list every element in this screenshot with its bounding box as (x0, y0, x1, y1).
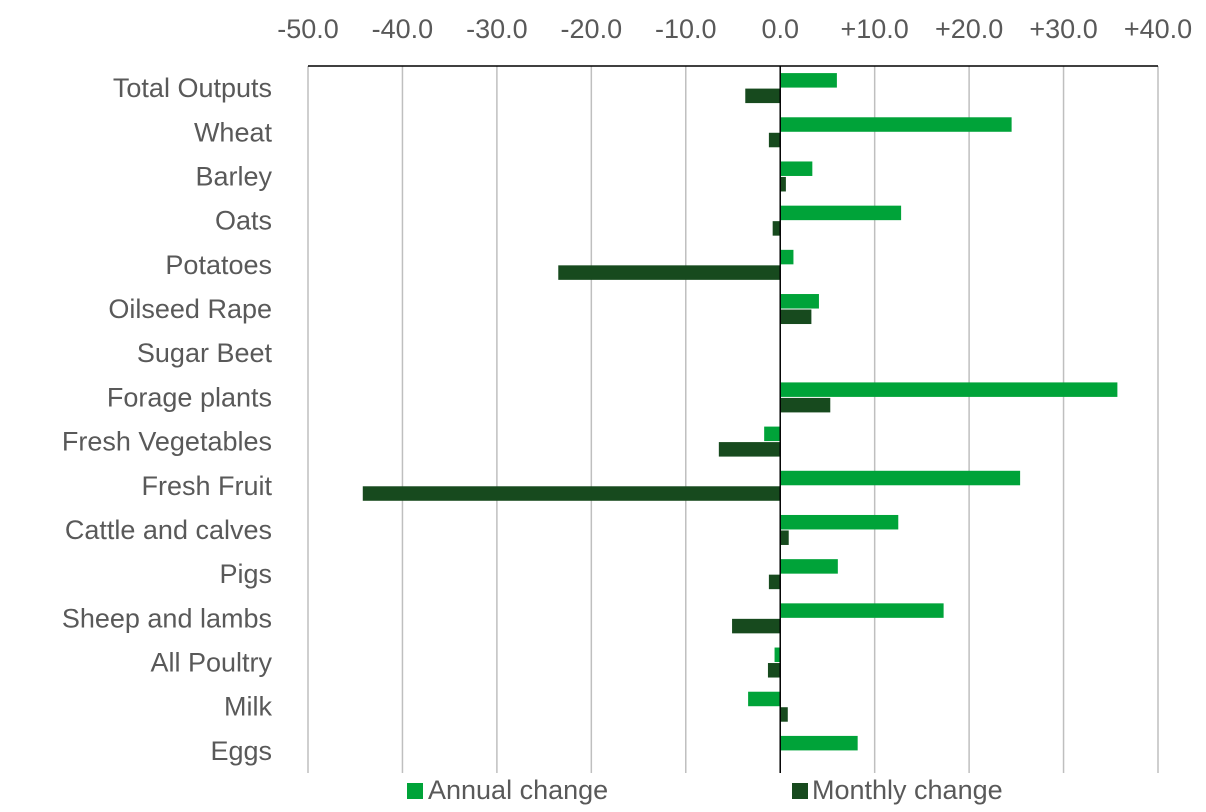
monthly-change-bar (718, 442, 781, 457)
annual-change-bar (780, 735, 858, 751)
category-label: Fresh Fruit (141, 471, 272, 501)
annual-change-bar (780, 294, 819, 309)
legend-swatch-annual (407, 783, 423, 799)
annual-change-bar (780, 205, 902, 221)
monthly-change-bar (768, 132, 781, 148)
monthly-change-bar (558, 265, 781, 280)
annual-change-bar (780, 161, 813, 176)
category-label: Sheep and lambs (62, 603, 272, 633)
monthly-change-bar (767, 663, 781, 678)
category-label: All Poultry (150, 648, 272, 678)
legend: Annual change Monthly change (407, 775, 1003, 805)
x-tick-label: -10.0 (655, 14, 717, 44)
x-tick-label: +10.0 (841, 14, 909, 44)
category-labels: Total Outputs Wheat Barley Oats Potatoes Oils… (62, 73, 273, 766)
x-tick-label: 0.0 (761, 14, 799, 44)
monthly-change-bar (768, 574, 781, 590)
monthly-change-bar (780, 309, 812, 325)
category-label: Barley (195, 161, 272, 191)
annual-change-bar (780, 249, 794, 265)
x-tick-label: +40.0 (1124, 14, 1192, 44)
annual-change-bar (780, 117, 1012, 132)
x-axis-tick-labels: -50.0 -40.0 -30.0 -20.0 -10.0 0.0 +10.0 +20.0 +3… (277, 14, 1192, 44)
category-label: Milk (224, 692, 272, 722)
category-label: Eggs (210, 736, 272, 766)
x-tick-label: -40.0 (372, 14, 434, 44)
annual-change-bar (780, 382, 1118, 397)
category-label: Oilseed Rape (108, 294, 272, 324)
annual-change-bar (780, 470, 1021, 486)
monthly-change-bar (780, 176, 786, 192)
monthly-change-bar (362, 486, 781, 501)
category-label: Total Outputs (113, 73, 272, 103)
x-tick-label: -30.0 (466, 14, 528, 44)
category-label: Fresh Vegetables (62, 427, 272, 457)
annual-change-bar (748, 691, 781, 707)
x-tick-label: -20.0 (561, 14, 623, 44)
annual-change-bar (764, 426, 781, 442)
category-label: Wheat (194, 117, 273, 147)
monthly-change-bar (772, 221, 781, 236)
monthly-change-bar (780, 530, 789, 545)
monthly-change-bar (780, 707, 788, 722)
annual-change-bar (780, 514, 899, 530)
category-label: Pigs (219, 559, 272, 589)
legend-swatch-monthly (792, 783, 808, 799)
category-label: Cattle and calves (65, 515, 272, 545)
legend-label-annual: Annual change (428, 775, 608, 805)
legend-label-monthly: Monthly change (812, 775, 1003, 805)
monthly-change-bar (745, 88, 781, 104)
x-tick-label: +30.0 (1029, 14, 1097, 44)
gridlines (307, 66, 1159, 773)
annual-change-bar (774, 647, 781, 663)
bars (362, 73, 1118, 751)
category-label: Forage plants (107, 382, 272, 412)
category-label: Potatoes (165, 250, 272, 280)
monthly-change-bar (780, 397, 831, 413)
x-tick-label: -50.0 (277, 14, 339, 44)
annual-change-bar (780, 73, 837, 88)
category-label: Sugar Beet (137, 338, 273, 368)
x-tick-label: +20.0 (935, 14, 1003, 44)
category-label: Oats (215, 206, 272, 236)
annual-change-bar (780, 559, 838, 574)
annual-change-bar (780, 603, 944, 618)
monthly-change-bar (732, 618, 781, 634)
